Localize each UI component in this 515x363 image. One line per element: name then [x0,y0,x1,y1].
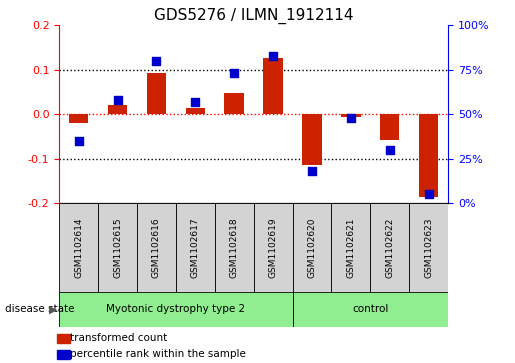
Point [269,53,277,58]
Text: GSM1102622: GSM1102622 [385,217,394,278]
Text: GSM1102623: GSM1102623 [424,217,433,278]
Point [230,70,238,76]
Bar [370,203,409,292]
Text: ▶: ▶ [49,305,58,314]
Text: disease state: disease state [5,305,75,314]
Bar [293,203,332,292]
Text: control: control [352,305,388,314]
Bar [293,292,448,327]
Text: GSM1102620: GSM1102620 [307,217,316,278]
Bar [147,73,166,114]
Text: GSM1102616: GSM1102616 [152,217,161,278]
Bar [409,203,448,292]
Text: GSM1102615: GSM1102615 [113,217,122,278]
Bar [332,203,370,292]
Text: GSM1102619: GSM1102619 [269,217,278,278]
Point [424,192,433,197]
Bar [253,203,293,292]
Text: GSM1102617: GSM1102617 [191,217,200,278]
Bar [59,203,98,292]
Title: GDS5276 / ILMN_1912114: GDS5276 / ILMN_1912114 [154,8,353,24]
Bar [98,203,137,292]
Point [191,99,199,105]
Text: transformed count: transformed count [70,333,167,343]
Bar [137,203,176,292]
Text: GSM1102618: GSM1102618 [230,217,238,278]
Bar [225,93,244,114]
Bar [341,114,360,117]
Bar [419,114,438,197]
Bar [215,203,253,292]
Text: Myotonic dystrophy type 2: Myotonic dystrophy type 2 [106,305,246,314]
Text: GSM1102621: GSM1102621 [347,217,355,278]
Point [152,58,161,64]
Bar [59,292,293,327]
Bar [380,114,400,140]
Point [308,168,316,174]
Point [386,147,394,153]
Bar [263,58,283,114]
Bar [185,108,205,114]
Bar [69,114,89,123]
Text: percentile rank within the sample: percentile rank within the sample [70,349,246,359]
Bar [176,203,215,292]
Bar [108,105,127,114]
Point [113,97,122,103]
Text: GSM1102614: GSM1102614 [74,217,83,278]
Bar [302,114,322,166]
Point [75,138,83,144]
Point [347,115,355,121]
